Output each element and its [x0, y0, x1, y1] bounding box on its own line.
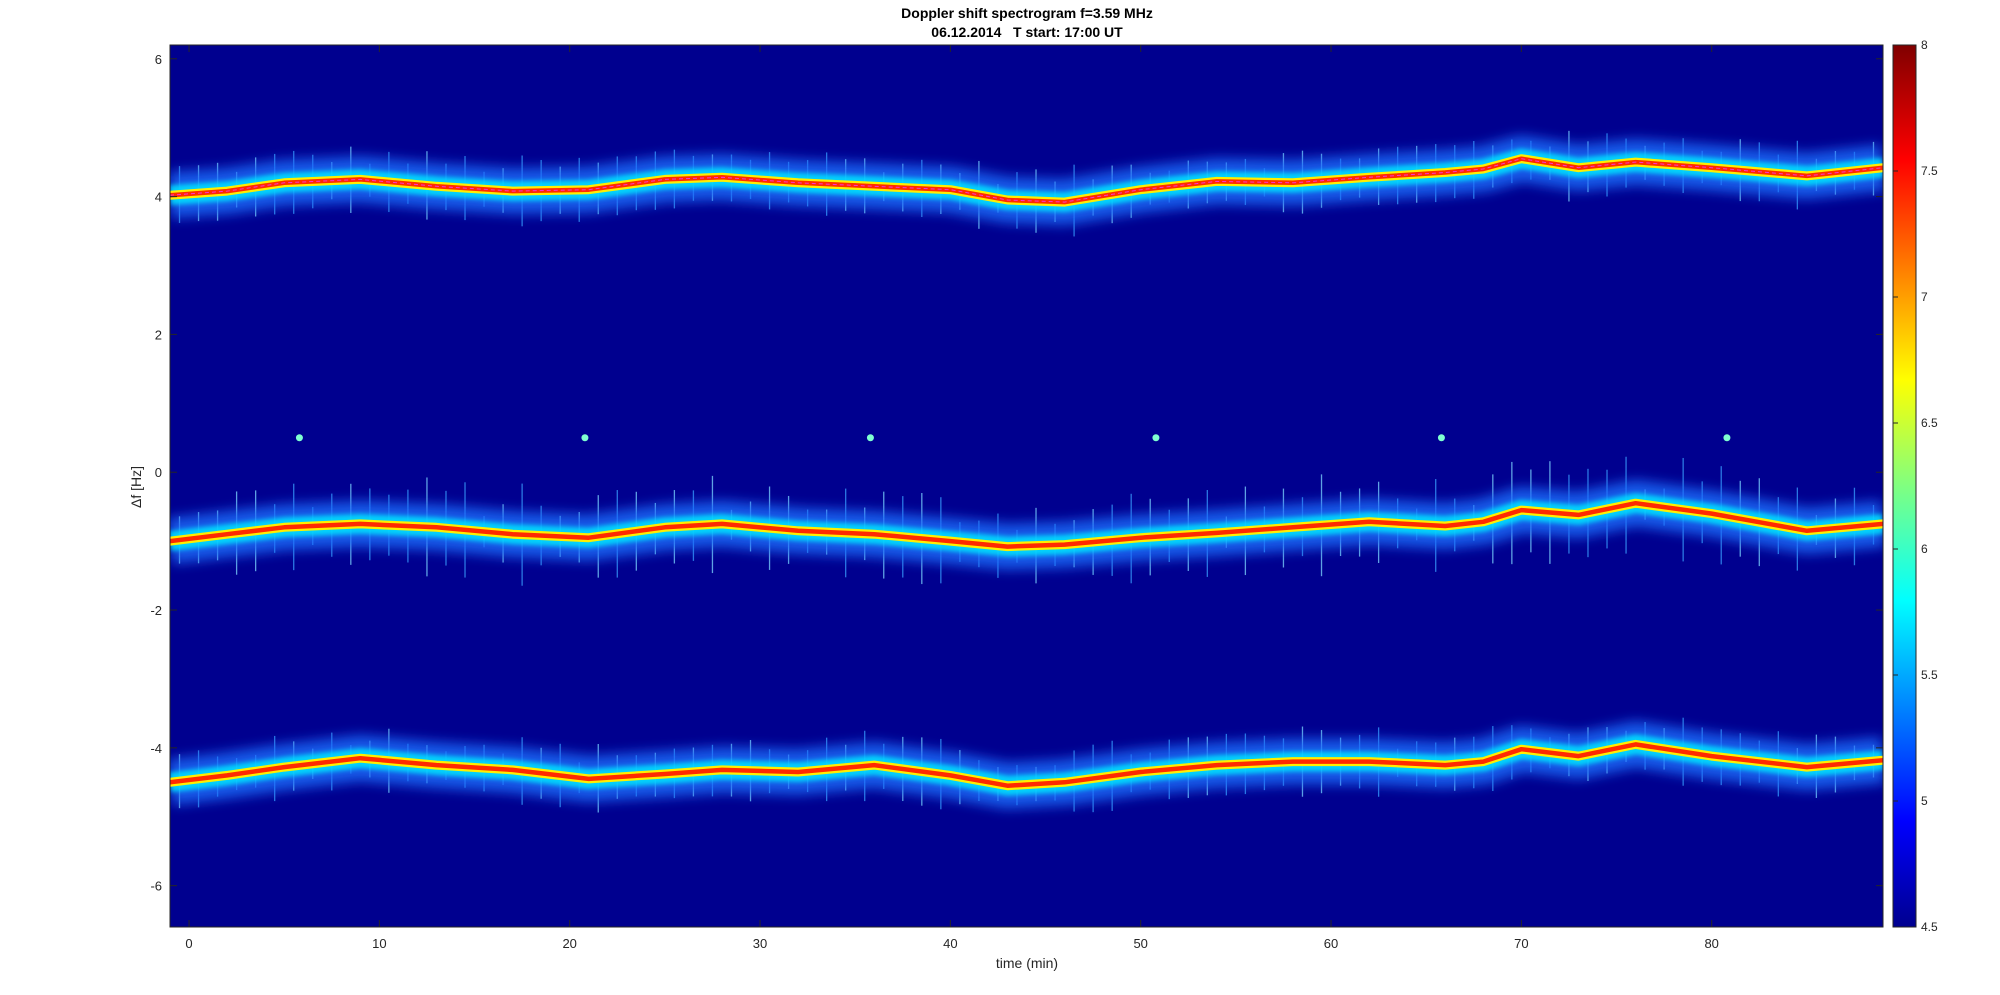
colorbar-tick-label: 4.5 [1921, 920, 1938, 934]
y-tick-label: 0 [155, 465, 162, 480]
y-tick-label: 4 [155, 190, 162, 205]
colorbar [1892, 44, 1917, 928]
colorbar-tick-label: 6 [1921, 542, 1928, 556]
x-tick-label: 70 [1514, 936, 1528, 951]
y-tick-label: 2 [155, 327, 162, 342]
colorbar-tick-label: 8 [1921, 38, 1928, 52]
trace-core-red [170, 742, 1883, 788]
x-tick-label: 50 [1133, 936, 1147, 951]
x-tick-label: 60 [1324, 936, 1338, 951]
colorbar-tick-label: 5 [1921, 794, 1928, 808]
x-axis-ticks: 0 10 20 30 40 50 60 70 80 [185, 45, 1719, 951]
beacon-mark [1152, 434, 1160, 442]
colorbar-tick-label: 7.5 [1921, 164, 1938, 178]
y-tick-label: -2 [150, 603, 162, 618]
x-tick-label: 80 [1704, 936, 1718, 951]
x-tick-label: 30 [753, 936, 767, 951]
x-tick-label: 10 [372, 936, 386, 951]
chart-subtitle: 06.12.2014 T start: 17:00 UT [931, 24, 1123, 40]
y-tick-label: -4 [150, 741, 162, 756]
trace-1 [170, 135, 1883, 226]
trace-3 [170, 721, 1883, 809]
trace-group [170, 135, 1883, 809]
beacon-mark [866, 434, 874, 442]
trace-fit-line [170, 158, 1883, 203]
y-tick-label: -6 [150, 879, 162, 894]
colorbar-tick-label: 5.5 [1921, 668, 1938, 682]
chart-title: Doppler shift spectrogram f=3.59 MHz [901, 5, 1153, 21]
beacon-marks [295, 434, 1731, 442]
beacon-mark [1437, 434, 1445, 442]
colorbar-tick-label: 7 [1921, 290, 1928, 304]
colorbar-tick-label: 6.5 [1921, 416, 1938, 430]
y-axis-ticks: 6 4 2 0 -2 -4 -6 [150, 52, 1883, 894]
trace-2 [170, 480, 1883, 570]
x-axis-label: time (min) [996, 955, 1058, 971]
x-tick-label: 40 [943, 936, 957, 951]
x-tick-label: 0 [185, 936, 192, 951]
beacon-mark [581, 434, 589, 442]
y-axis-label: Δf [Hz] [128, 466, 144, 508]
trace-core-red [170, 500, 1883, 549]
beacon-mark [1723, 434, 1731, 442]
plot-frame [169, 44, 1884, 928]
colorbar-ticks: 8 7.5 7 6.5 6 5.5 5 4.5 [1893, 38, 1938, 934]
x-tick-label: 20 [562, 936, 576, 951]
y-tick-label: 6 [155, 52, 162, 67]
beacon-mark [295, 434, 303, 442]
spectrogram-traces [170, 130, 1883, 813]
